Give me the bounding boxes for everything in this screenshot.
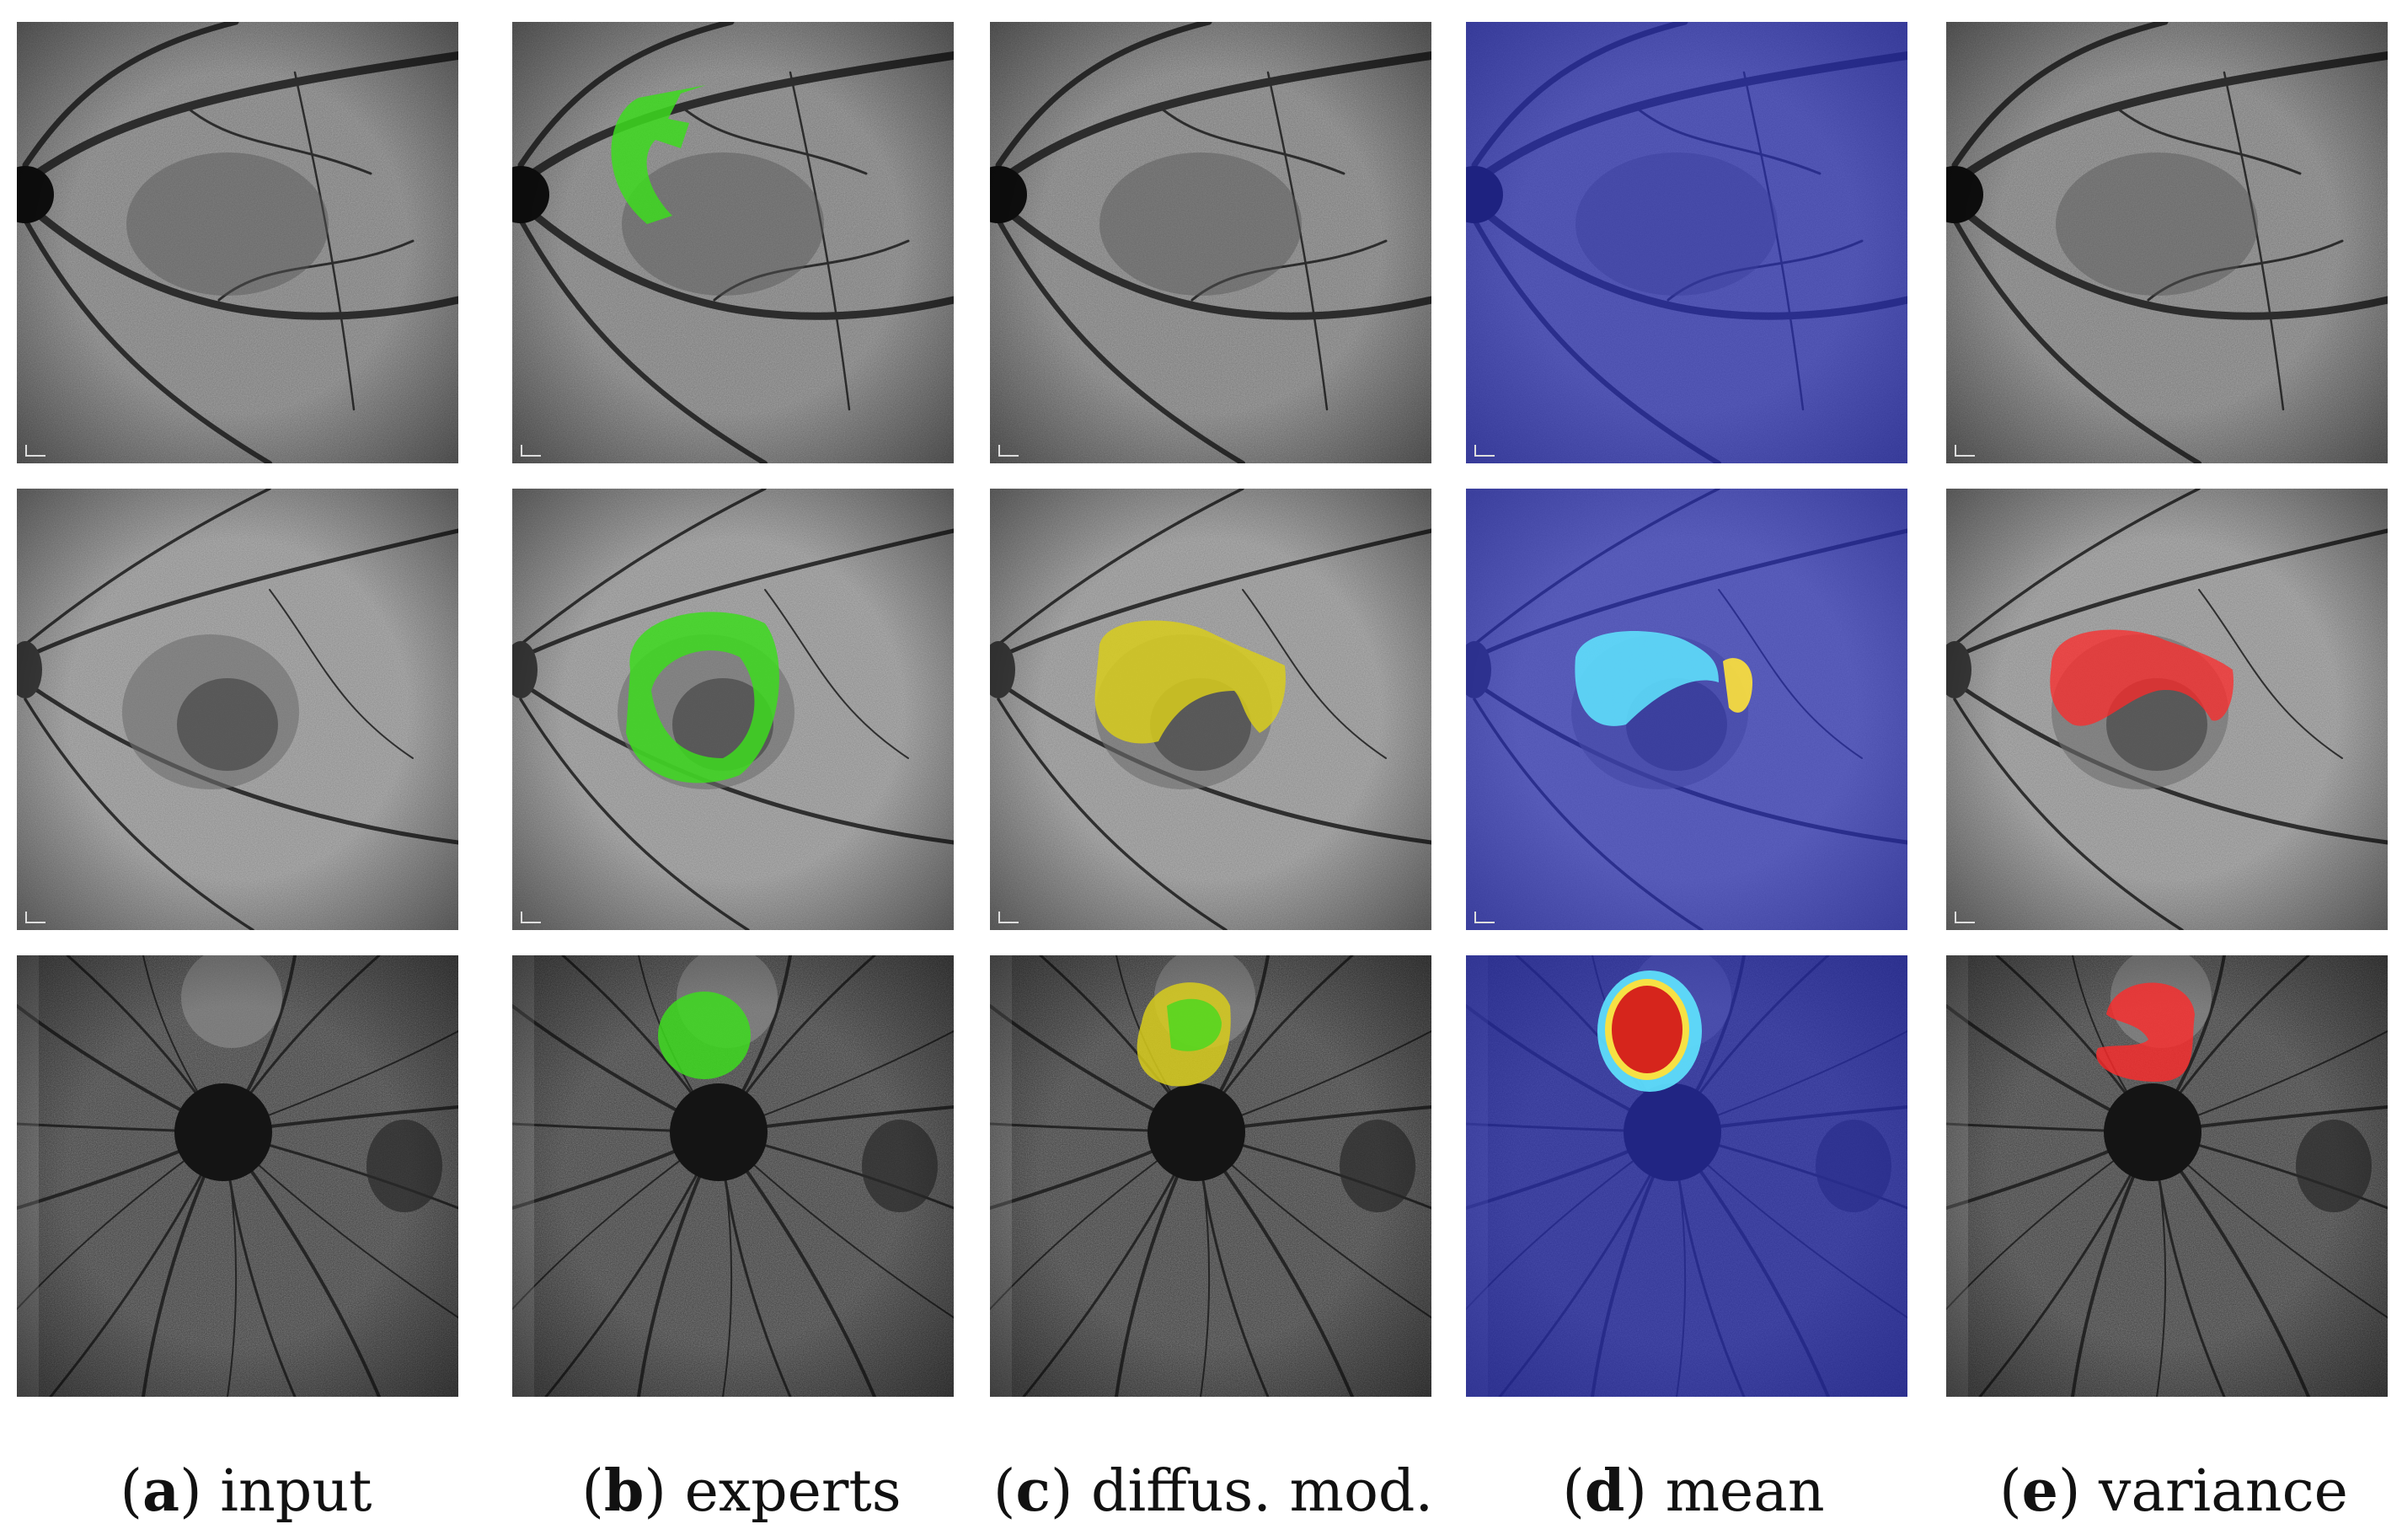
- scale-bar-icon: [1474, 445, 1495, 457]
- panel-r3-a: [17, 955, 458, 1397]
- caption-b-letter: b: [603, 1457, 645, 1525]
- caption-e-label: variance: [2099, 1458, 2348, 1525]
- scale-bar-icon: [521, 912, 541, 923]
- panel-r2-d: [1466, 489, 1907, 930]
- caption-d: (d) mean: [1562, 1457, 1825, 1525]
- panel-r1-b: [512, 22, 954, 463]
- caption-b: (b) experts: [581, 1457, 901, 1525]
- panel-r2-a: [17, 489, 458, 930]
- panel-r2-c: [990, 489, 1431, 930]
- scale-bar-icon: [1955, 912, 1975, 923]
- panel-r1-a: [17, 22, 458, 463]
- panel-r3-c: [990, 955, 1431, 1397]
- scale-bar-icon: [998, 912, 1019, 923]
- panel-r2-b: [512, 489, 954, 930]
- caption-c-letter: c: [1015, 1457, 1051, 1525]
- caption-e: (e) variance: [1999, 1457, 2348, 1525]
- caption-e-letter: e: [2021, 1457, 2058, 1525]
- panel-r1-c: [990, 22, 1431, 463]
- caption-d-label: mean: [1665, 1458, 1825, 1525]
- scale-bar-icon: [25, 912, 45, 923]
- caption-c: (c) diffus. mod.: [992, 1457, 1434, 1525]
- panel-r3-d: [1466, 955, 1907, 1397]
- scale-bar-icon: [1474, 912, 1495, 923]
- scale-bar-icon: [521, 445, 541, 457]
- caption-b-label: experts: [684, 1458, 901, 1525]
- caption-a-label: input: [220, 1458, 372, 1525]
- scale-bar-icon: [998, 445, 1019, 457]
- caption-row: (a) input (b) experts (c) diffus. mod. (…: [0, 1432, 2402, 1540]
- caption-a-letter: a: [142, 1457, 180, 1525]
- caption-d-letter: d: [1584, 1457, 1625, 1525]
- panel-r1-e: [1946, 22, 2388, 463]
- panel-r3-e: [1946, 955, 2388, 1397]
- caption-a: (a) input: [120, 1457, 372, 1525]
- panel-r3-b: [512, 955, 954, 1397]
- caption-c-label: diffus. mod.: [1091, 1458, 1434, 1525]
- panel-r2-e: [1946, 489, 2388, 930]
- scale-bar-icon: [1955, 445, 1975, 457]
- scale-bar-icon: [25, 445, 45, 457]
- panel-r1-d: [1466, 22, 1907, 463]
- figure-grid: [17, 22, 2388, 1397]
